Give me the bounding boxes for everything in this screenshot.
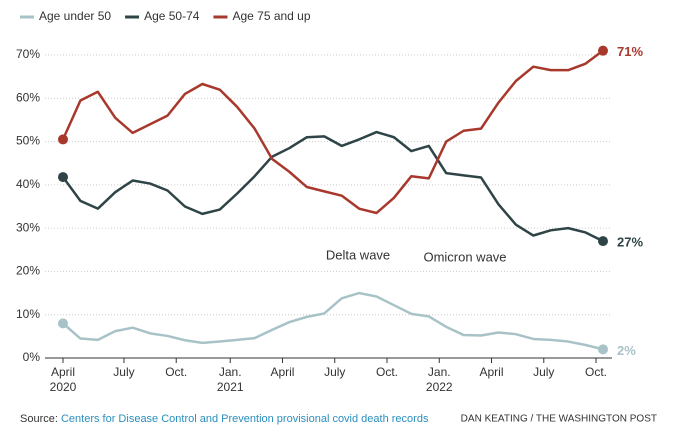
- end-dot: [598, 236, 608, 247]
- source-link[interactable]: Centers for Disease Control and Preventi…: [61, 413, 429, 425]
- x-tick-label: Oct.: [165, 365, 187, 379]
- x-tick-label: July: [113, 365, 134, 379]
- x-tick-label: April: [51, 365, 75, 379]
- y-tick-label: 20%: [16, 264, 40, 278]
- source: Source: Centers for Disease Control and …: [20, 413, 429, 425]
- x-year-label: 2021: [217, 380, 244, 394]
- x-tick-label: April: [270, 365, 294, 379]
- end-label: 2%: [617, 343, 636, 358]
- annotation: Omicron wave: [423, 249, 506, 264]
- x-tick-label: July: [324, 365, 345, 379]
- end-dot: [598, 45, 608, 56]
- end-dot: [598, 344, 608, 355]
- y-tick-label: 40%: [16, 177, 40, 191]
- y-tick-label: 0%: [23, 350, 41, 364]
- x-tick-label: Jan.: [428, 365, 451, 379]
- x-year-label: 2022: [426, 380, 453, 394]
- legend-label: Age under 50: [39, 9, 111, 23]
- series-line: [61, 49, 604, 215]
- end-dot: [58, 172, 68, 183]
- credit: DAN KEATING / THE WASHINGTON POST: [461, 414, 657, 425]
- y-tick-label: 10%: [16, 307, 40, 321]
- annotation: Delta wave: [326, 247, 390, 262]
- y-tick-label: 60%: [16, 90, 40, 104]
- y-tick-label: 30%: [16, 220, 40, 234]
- series-line: [61, 130, 604, 243]
- x-tick-label: April: [480, 365, 504, 379]
- series-line: [62, 291, 604, 351]
- end-dot: [58, 318, 68, 329]
- x-year-label: 2020: [50, 380, 77, 394]
- end-label: 71%: [617, 44, 643, 59]
- x-tick-label: Oct.: [585, 365, 607, 379]
- y-tick-label: 70%: [16, 47, 40, 61]
- x-tick-label: Oct.: [376, 365, 398, 379]
- y-tick-label: 50%: [16, 134, 40, 148]
- legend-label: Age 50-74: [144, 9, 200, 23]
- x-tick-label: July: [533, 365, 554, 379]
- end-label: 27%: [617, 235, 643, 250]
- source-prefix: Source:: [20, 413, 61, 425]
- end-dot: [58, 134, 68, 145]
- legend-label: Age 75 and up: [232, 9, 310, 23]
- x-tick-label: Jan.: [219, 365, 242, 379]
